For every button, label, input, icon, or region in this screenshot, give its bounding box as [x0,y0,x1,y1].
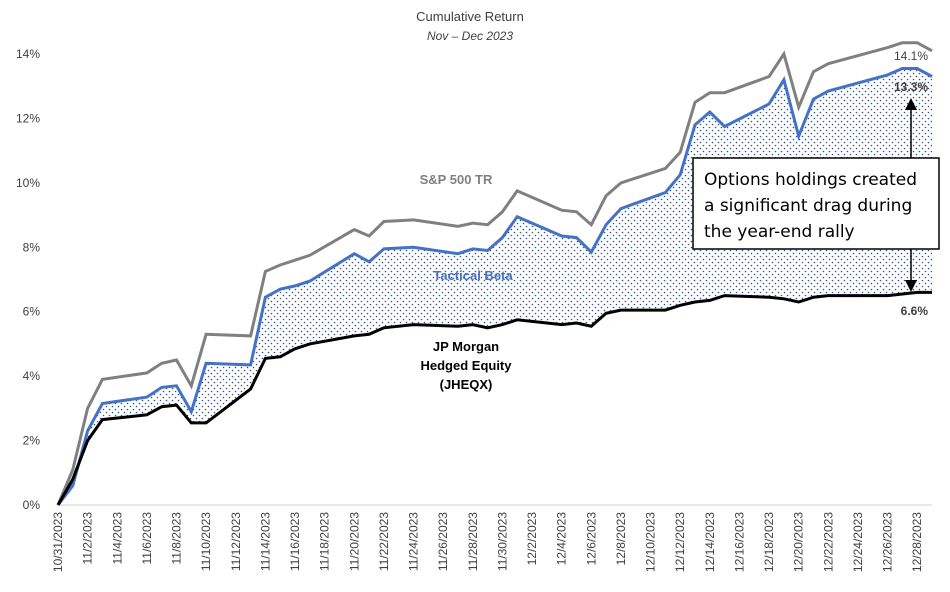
x-tick-label: 11/18/2023 [318,512,332,571]
x-tick-label: 11/24/2023 [407,512,421,571]
chart-subtitle: Nov – Dec 2023 [427,29,513,43]
x-tick-label: 12/20/2023 [792,512,806,572]
series-label-sp500: S&P 500 TR [420,172,493,187]
x-tick-label: 10/31/2023 [51,512,65,572]
series-label-jpm-line3: (JHEQX) [440,377,493,392]
x-tick-label: 11/26/2023 [436,512,450,571]
x-tick-label: 12/16/2023 [732,512,746,572]
x-tick-label: 12/12/2023 [673,512,687,572]
x-tick-label: 12/10/2023 [644,512,658,572]
x-tick-label: 11/22/2023 [377,512,391,571]
x-tick-label: 11/2/2023 [81,512,95,565]
annotation-callout: Options holdings created a significant d… [692,157,940,250]
y-tick-label: 14% [16,47,40,61]
y-tick-label: 6% [23,305,41,319]
x-tick-label: 11/30/2023 [495,512,509,571]
x-tick-label: 11/28/2023 [466,512,480,571]
x-tick-label: 11/20/2023 [347,512,361,571]
x-tick-label: 12/2/2023 [525,512,539,566]
x-tick-label: 12/4/2023 [555,512,569,566]
x-tick-label: 12/18/2023 [762,512,776,572]
x-tick-label: 12/22/2023 [821,512,835,572]
x-tick-label: 11/8/2023 [170,512,184,565]
chart-title: Cumulative Return [416,9,524,24]
annotation-line1: Options holdings created [704,170,917,190]
y-tick-label: 0% [23,498,41,512]
series-label-jpm-line2: Hedged Equity [420,358,512,373]
x-tick-label: 12/24/2023 [851,512,865,572]
x-tick-label: 12/6/2023 [584,512,598,566]
y-tick-label: 2% [23,434,41,448]
series-label-tactical-beta: Tactical Beta [433,268,513,283]
y-tick-label: 10% [16,176,40,190]
annotation-line3: the year-end rally [704,222,855,242]
y-tick-label: 4% [23,369,41,383]
x-tick-label: 11/14/2023 [258,512,272,571]
annotation-box [692,157,940,250]
y-tick-label: 12% [16,111,40,125]
series-line-jpm-hedged-equity [56,290,932,506]
annotation-line2: a significant drag during [704,196,912,216]
x-tick-label: 11/12/2023 [229,512,243,571]
y-tick-label: 8% [23,240,41,254]
x-tick-label: 12/26/2023 [881,512,895,572]
x-tick-label: 11/16/2023 [288,512,302,571]
series-label-jpm-line1: JP Morgan [433,339,499,354]
x-tick-label: 11/10/2023 [199,512,213,571]
x-tick-label: 12/14/2023 [703,512,717,572]
y-axis: 0% 2% 4% 6% 8% 10% 12% 14% [16,47,40,512]
end-label-tactical-beta: 13.3% [894,80,928,94]
end-label-sp500: 14.1% [894,49,928,63]
x-tick-label: 12/8/2023 [614,512,628,566]
end-label-jpm: 6.6% [901,304,929,318]
series-line-sp500 [56,41,933,506]
series-line-tactical-beta [56,67,933,506]
x-tick-label: 11/4/2023 [110,512,124,565]
x-axis: 10/31/2023 11/2/2023 11/4/2023 11/6/2023 11/… [51,504,932,572]
x-tick-label: 12/28/2023 [910,512,924,572]
x-tick-label: 11/6/2023 [140,512,154,565]
